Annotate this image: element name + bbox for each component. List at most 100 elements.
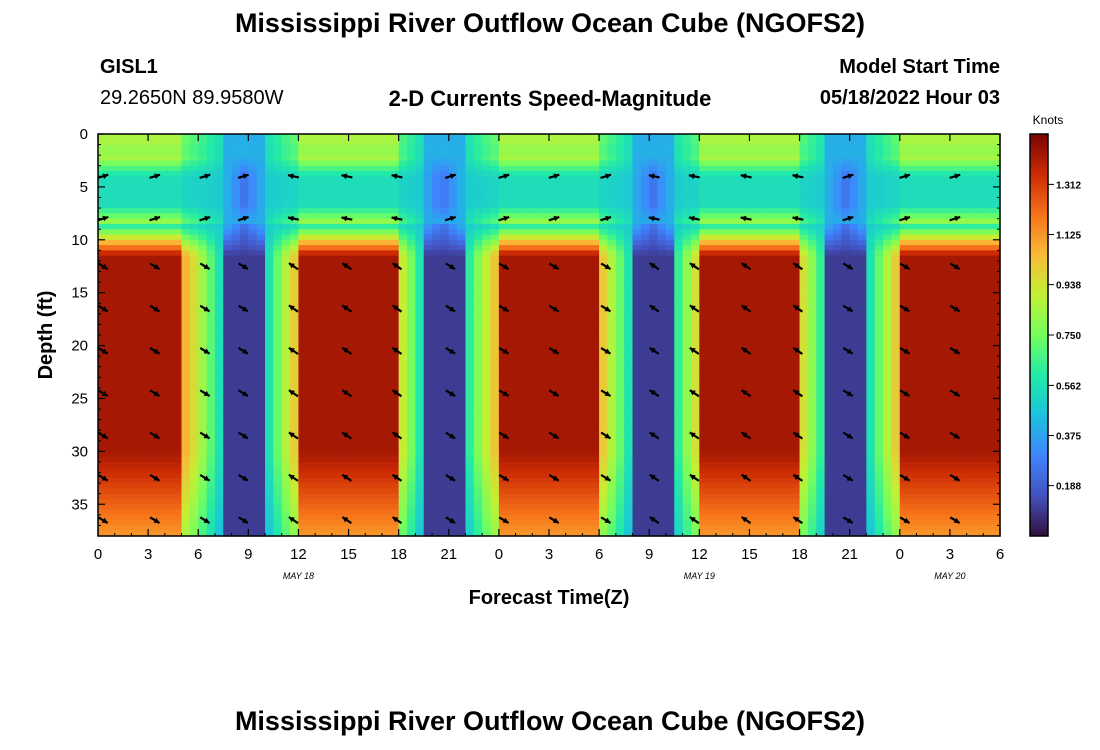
heatmap-cell [365,308,375,315]
heatmap-cell [198,144,208,151]
heatmap-cell [256,324,266,331]
heatmap-cell [306,192,316,199]
heatmap-cell [407,382,416,389]
heatmap-cell [398,387,408,394]
heatmap-cell [131,329,141,336]
heatmap-cell [331,509,341,516]
heatmap-cell [457,186,467,193]
heatmap-cell [340,308,350,315]
heatmap-cell [507,414,517,421]
heatmap-cell [615,229,625,236]
heatmap-cell [340,144,350,151]
heatmap-cell [323,504,333,511]
heatmap-cell [615,366,625,373]
heatmap-cell [231,276,241,283]
heatmap-cell [331,440,341,447]
heatmap-cell [189,245,199,251]
heatmap-cell [440,493,450,500]
heatmap-cell [139,197,149,204]
heatmap-cell [498,424,508,431]
heatmap-cell [607,430,617,437]
heatmap-cell [248,377,258,384]
heatmap-cell [298,297,308,304]
heatmap-cell [540,282,550,288]
heatmap-cell [306,366,316,373]
heatmap-cell [632,308,642,315]
heatmap-cell [557,483,567,489]
heatmap-cell [565,266,575,273]
heatmap-cell [256,451,266,458]
heatmap-cell [239,398,249,405]
heatmap-cell [331,303,341,310]
heatmap-cell [306,456,316,463]
heatmap-cell [139,213,149,220]
heatmap-cell [256,171,266,177]
heatmap-cell [206,134,216,140]
heatmap-cell [582,218,592,225]
heatmap-cell [106,319,116,326]
heatmap-cell [198,202,208,209]
heatmap-cell [265,530,274,537]
heatmap-cell [356,197,366,204]
heatmap-cell [239,345,249,352]
heatmap-cell [315,186,325,193]
heatmap-cell [482,197,492,204]
heatmap-cell [290,202,300,209]
heatmap-cell [139,345,149,352]
heatmap-cell [390,266,400,273]
heatmap-cell [557,461,567,468]
heatmap-cell [323,250,333,257]
heatmap-cell [515,223,525,230]
heatmap-cell [415,319,425,326]
heatmap-cell [164,208,174,214]
heatmap-cell [181,366,191,373]
heatmap-cell [632,171,642,177]
heatmap-cell [423,409,433,415]
heatmap-cell [498,329,508,336]
heatmap-cell [557,208,567,214]
heatmap-cell [423,245,433,251]
heatmap-cell [248,409,258,415]
heatmap-cell [465,250,475,257]
heatmap-cell [164,435,174,442]
heatmap-cell [323,282,333,288]
heatmap-cell [407,498,416,505]
heatmap-cell [465,456,475,463]
heatmap-cell [365,530,375,537]
heatmap-cell [181,498,191,505]
heatmap-cell [198,266,208,273]
heatmap-cell [273,287,283,294]
heatmap-cell [206,514,216,521]
heatmap-cell [123,419,133,426]
heatmap-cell [231,234,241,241]
heatmap-cell [482,525,492,532]
heatmap-cell [148,403,158,410]
heatmap-cell [189,319,199,326]
heatmap-cell [540,509,550,516]
heatmap-cell [373,319,383,326]
heatmap-cell [440,488,450,495]
heatmap-cell [390,366,400,373]
heatmap-cell [156,239,166,246]
heatmap-cell [582,229,592,236]
heatmap-cell [365,313,375,320]
heatmap-cell [156,303,166,310]
heatmap-cell [599,181,609,188]
heatmap-cell [331,223,341,230]
heatmap-cell [532,472,542,479]
heatmap-cell [523,171,533,177]
heatmap-cell [640,266,650,273]
heatmap-cell [423,488,433,495]
heatmap-cell [106,472,116,479]
heatmap-cell [565,313,575,320]
heatmap-cell [574,319,584,326]
heatmap-cell [106,520,116,527]
heatmap-cell [315,197,325,204]
heatmap-cell [565,303,575,310]
heatmap-cell [432,282,442,288]
heatmap-cell [465,525,475,532]
heatmap-cell [131,483,141,489]
heatmap-cell [198,171,208,177]
heatmap-cell [557,271,567,278]
heatmap-cell [624,477,634,484]
